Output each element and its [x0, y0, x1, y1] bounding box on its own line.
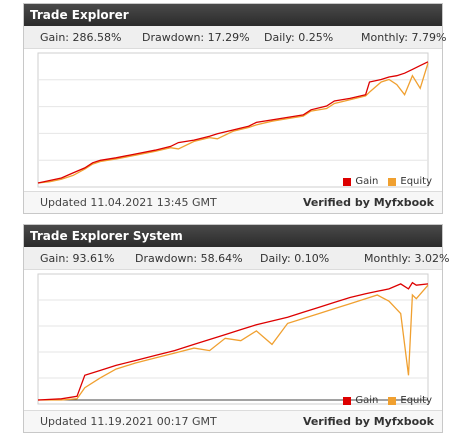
- chart-legend: Gain Equity: [343, 176, 432, 187]
- daily-stat: Daily: 0.10%: [260, 252, 330, 265]
- gain-line: [37, 61, 429, 184]
- monthly-stat: Monthly: 3.02%: [364, 252, 450, 265]
- growth-chart: Gain Equity: [24, 270, 442, 410]
- gain-stat: Gain: 93.61%: [40, 252, 115, 265]
- verified-label: Verified by Myfxbook: [302, 196, 434, 209]
- gain-swatch: [343, 177, 352, 186]
- equity-line: [37, 62, 429, 184]
- legend-gain-label: Gain: [355, 176, 379, 187]
- growth-chart-svg: [37, 273, 429, 405]
- widget-footer: Updated 11.04.2021 13:45 GMT Verified by…: [24, 191, 442, 213]
- legend-equity-label: Equity: [400, 176, 432, 187]
- gain-swatch: [343, 396, 352, 405]
- chart-legend: Gain Equity: [343, 395, 432, 406]
- gain-stat: Gain: 286.58%: [40, 31, 122, 44]
- trade-explorer-system-widget: Trade Explorer System Gain: 93.61% Drawd…: [23, 224, 449, 433]
- stats-bar: Gain: 93.61% Drawdown: 58.64% Daily: 0.1…: [24, 247, 449, 270]
- drawdown-stat: Drawdown: 58.64%: [135, 252, 243, 265]
- plot-area: [37, 52, 429, 188]
- updated-timestamp: Updated 11.19.2021 00:17 GMT: [40, 415, 217, 428]
- widget-footer: Updated 11.19.2021 00:17 GMT Verified by…: [24, 410, 442, 432]
- widget-title: Trade Explorer: [24, 4, 442, 26]
- monthly-stat: Monthly: 7.79%: [361, 31, 447, 44]
- daily-stat: Daily: 0.25%: [264, 31, 334, 44]
- legend-equity-label: Equity: [400, 395, 432, 406]
- growth-chart: Gain Equity: [24, 49, 442, 191]
- widget-title: Trade Explorer System: [24, 225, 442, 247]
- trade-explorer-widget: Trade Explorer Gain: 286.58% Drawdown: 1…: [23, 3, 446, 214]
- growth-chart-svg: [37, 52, 429, 188]
- gain-line: [37, 281, 429, 401]
- updated-timestamp: Updated 11.04.2021 13:45 GMT: [40, 196, 217, 209]
- legend-gain-label: Gain: [355, 395, 379, 406]
- drawdown-stat: Drawdown: 17.29%: [142, 31, 250, 44]
- equity-line: [38, 284, 429, 401]
- equity-swatch: [388, 177, 397, 186]
- equity-swatch: [388, 396, 397, 405]
- verified-label: Verified by Myfxbook: [302, 415, 434, 428]
- stats-bar: Gain: 286.58% Drawdown: 17.29% Daily: 0.…: [24, 26, 446, 49]
